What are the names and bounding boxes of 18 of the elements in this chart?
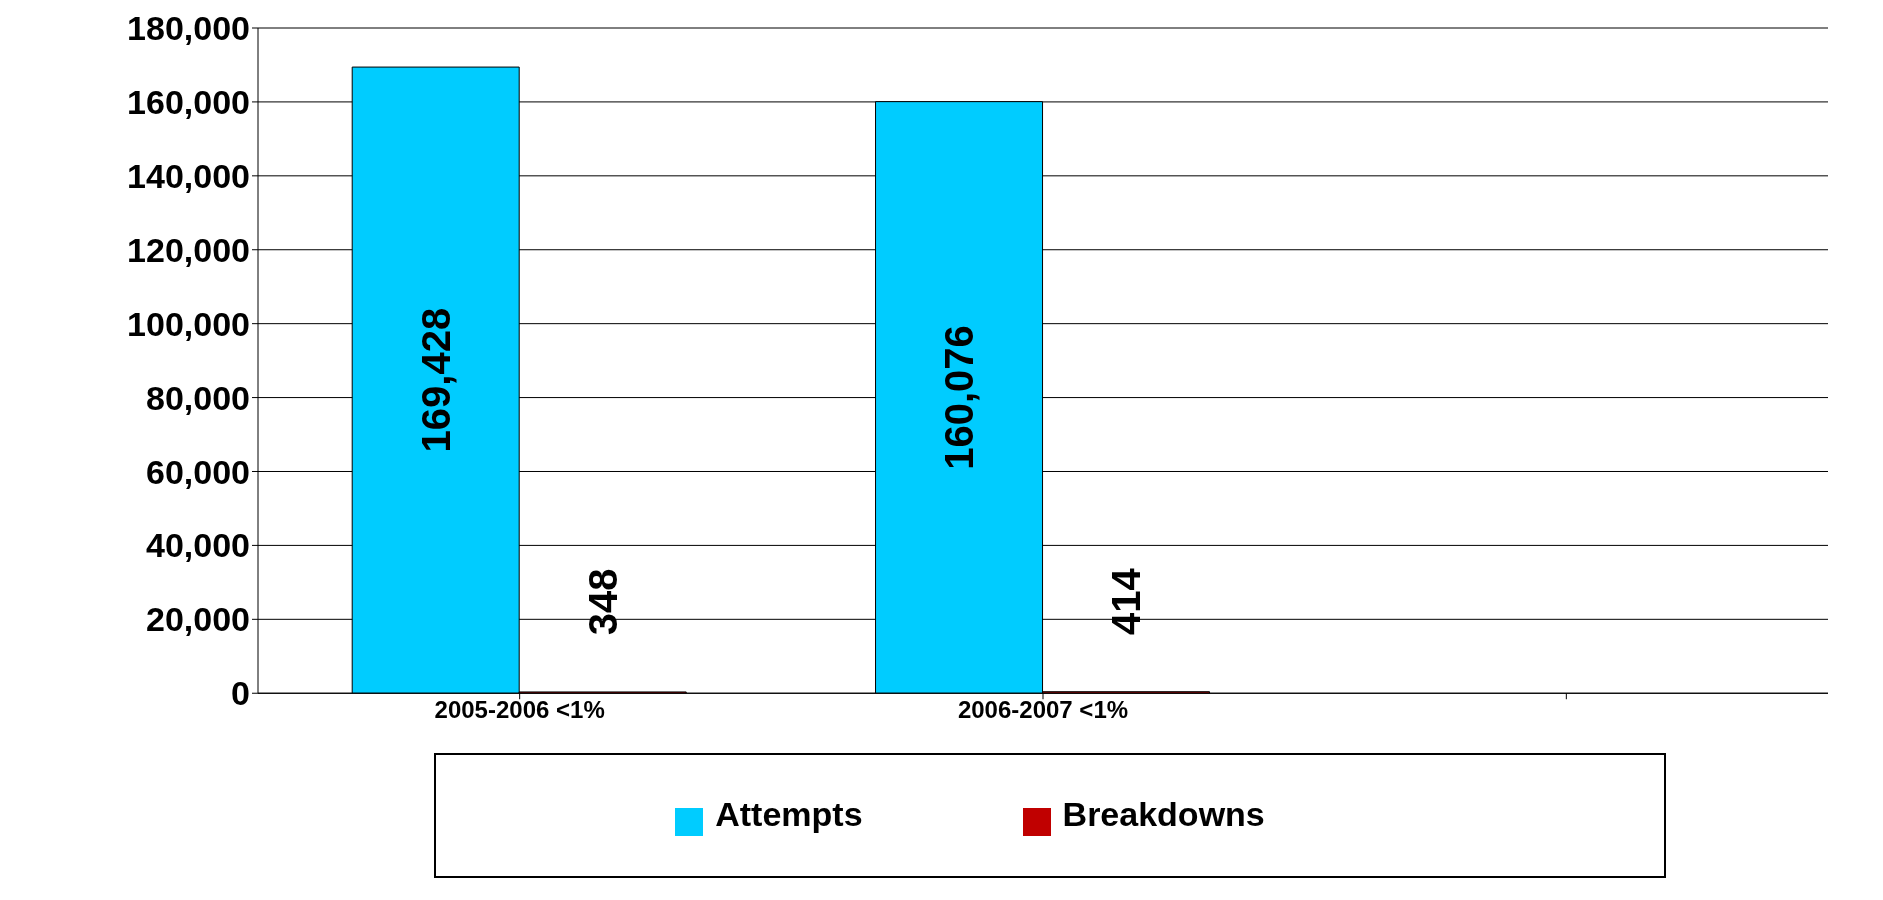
y-tick-label: 60,000: [146, 452, 250, 491]
y-tick-label: 100,000: [127, 304, 250, 343]
y-tick-label: 120,000: [127, 230, 250, 269]
data-label: 160,076: [937, 325, 982, 470]
y-tick-label: 40,000: [146, 526, 250, 565]
y-tick-label: 80,000: [146, 378, 250, 417]
data-label: 169,428: [413, 307, 458, 453]
y-tick-label: 160,000: [127, 82, 250, 121]
data-label: 414: [1104, 567, 1149, 636]
legend-label: Attempts: [715, 795, 863, 834]
y-tick-label: 140,000: [127, 156, 250, 195]
y-tick-label: 180,000: [127, 9, 250, 48]
legend-label: Breakdowns: [1062, 795, 1265, 834]
x-tick-label: 2006-2007 <1%: [957, 696, 1129, 724]
data-label: 348: [580, 568, 625, 636]
y-tick-label: 20,000: [146, 600, 250, 639]
x-tick-label: 2005-2006 <1%: [434, 696, 605, 724]
y-tick-label: 0: [231, 674, 250, 713]
